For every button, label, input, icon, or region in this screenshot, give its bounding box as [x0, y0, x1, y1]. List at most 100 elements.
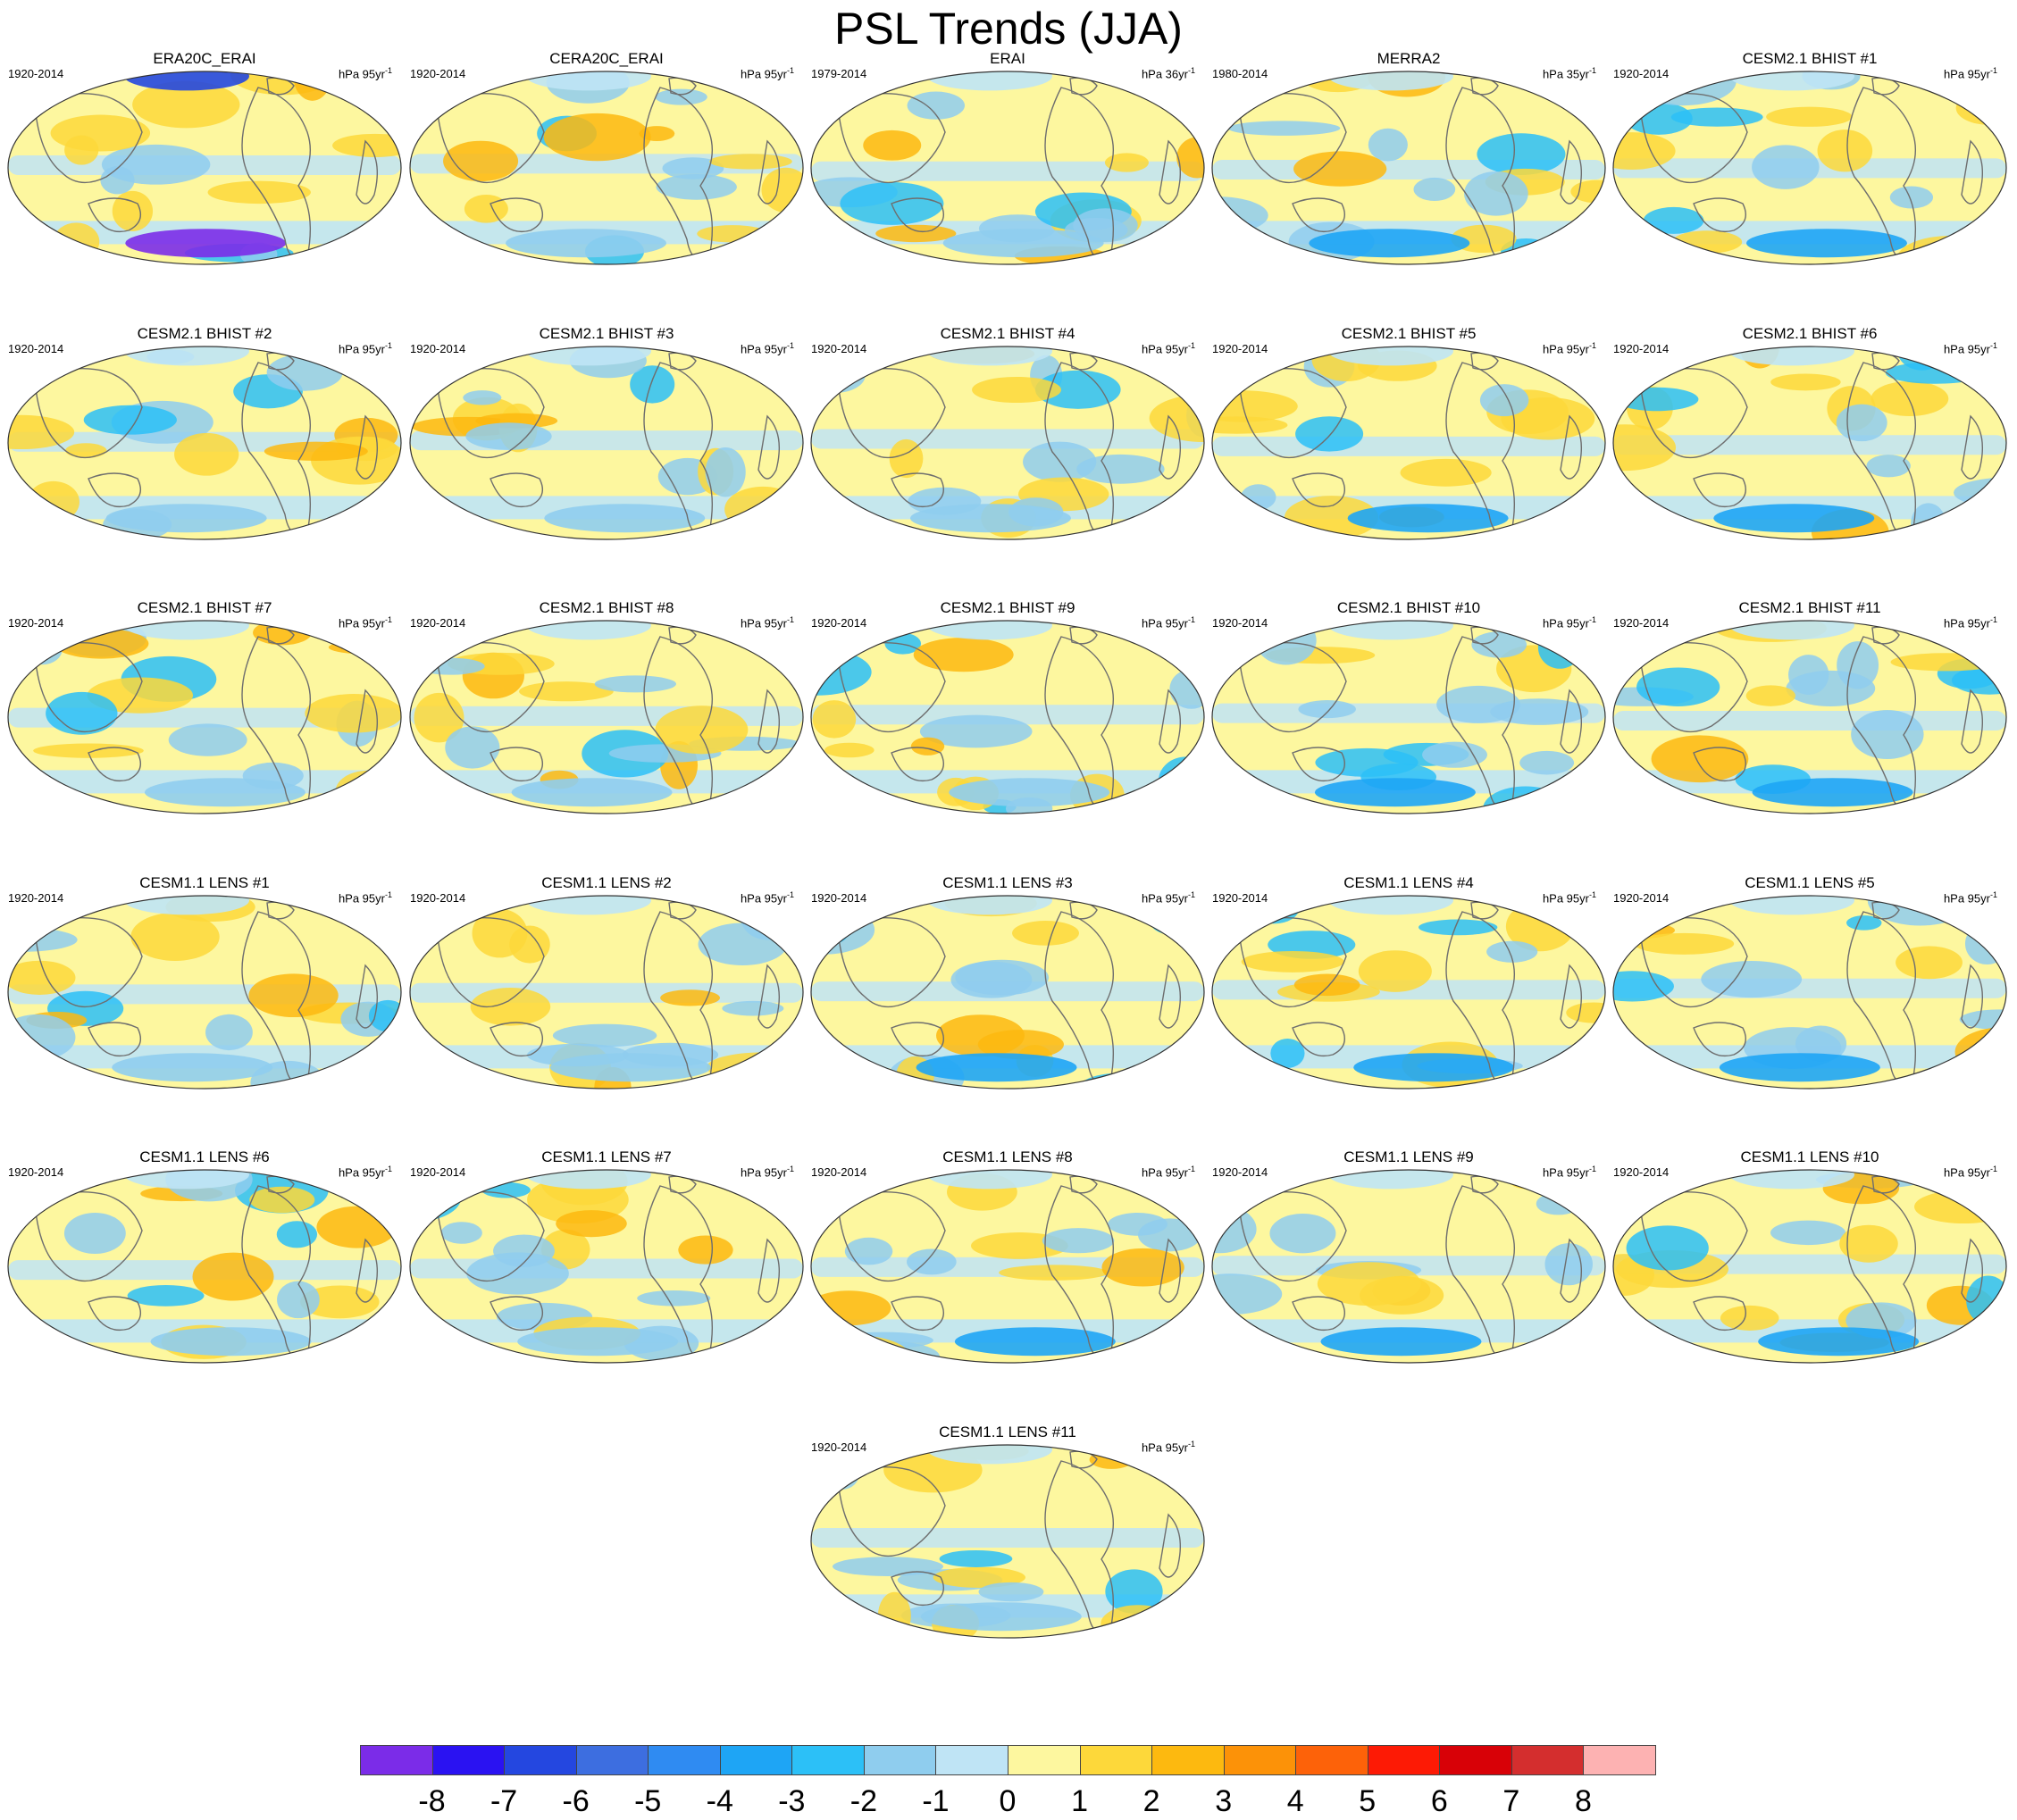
colorbar-box	[431, 1745, 506, 1775]
panel-title: CESM1.1 LENS #5	[1745, 874, 1875, 891]
colorbar-box	[1583, 1745, 1656, 1775]
colorbar-box	[1439, 1745, 1512, 1775]
panel-units: hPa 95yr-1	[1542, 1165, 1596, 1180]
panel-title: CESM2.1 BHIST #7	[137, 599, 272, 616]
colorbar-label: -2	[849, 1784, 877, 1818]
panel-period: 1920-2014	[8, 1165, 64, 1179]
panel-title: CESM1.1 LENS #4	[1343, 874, 1474, 891]
map-panel	[1211, 71, 1606, 265]
colorbar-box	[575, 1745, 649, 1775]
panel-period: 1980-2014	[1212, 67, 1268, 80]
panel-title: CESM2.1 BHIST #2	[137, 325, 272, 342]
map-panel	[1211, 1169, 1606, 1364]
colorbar-box	[935, 1745, 1008, 1775]
panel-title: CESM1.1 LENS #3	[942, 874, 1073, 891]
panel-period: 1920-2014	[410, 342, 466, 355]
colorbar-box	[648, 1745, 721, 1775]
colorbar-box	[1367, 1745, 1441, 1775]
panel-title: CESM2.1 BHIST #3	[539, 325, 674, 342]
map-panel	[810, 895, 1205, 1089]
panel-period: 1920-2014	[8, 342, 64, 355]
colorbar-box	[863, 1745, 937, 1775]
panel-units: hPa 95yr-1	[1141, 1165, 1195, 1180]
colorbar-label: -6	[562, 1784, 590, 1818]
panel-period: 1920-2014	[811, 1165, 867, 1179]
panel-units: hPa 95yr-1	[1542, 615, 1596, 630]
panel-period: 1920-2014	[410, 616, 466, 630]
panel-period: 1920-2014	[8, 67, 64, 80]
panel-units: hPa 95yr-1	[338, 1165, 392, 1180]
panel-period: 1920-2014	[410, 67, 466, 80]
colorbar-label: 6	[1430, 1784, 1448, 1818]
panel-units: hPa 95yr-1	[740, 615, 794, 630]
panel-title: CESM1.1 LENS #6	[139, 1148, 270, 1165]
panel-title: CESM1.1 LENS #1	[139, 874, 270, 891]
map-panel	[1612, 346, 2007, 540]
map-panel	[1612, 895, 2007, 1089]
colorbar-label: 8	[1574, 1784, 1592, 1818]
panel-title: MERRA2	[1377, 50, 1441, 67]
panel-period: 1920-2014	[1613, 67, 1670, 80]
colorbar-label: -4	[706, 1784, 733, 1818]
panel-period: 1920-2014	[1212, 1165, 1268, 1179]
panel-units: hPa 36yr-1	[1141, 66, 1195, 81]
map-panel	[7, 620, 402, 814]
map-panel	[7, 346, 402, 540]
panel-period: 1920-2014	[1613, 891, 1670, 905]
panel-title: CESM2.1 BHIST #11	[1738, 599, 1881, 616]
panel-title: CESM1.1 LENS #9	[1343, 1148, 1474, 1165]
map-panel	[1211, 346, 1606, 540]
map-panel	[409, 620, 804, 814]
map-panel	[7, 895, 402, 1089]
map-panel	[810, 71, 1205, 265]
map-panel	[7, 1169, 402, 1364]
panel-period: 1920-2014	[8, 616, 64, 630]
colorbar-label: -5	[634, 1784, 662, 1818]
panel-units: hPa 95yr-1	[338, 615, 392, 630]
panel-units: hPa 95yr-1	[1943, 1165, 1997, 1180]
panel-units: hPa 95yr-1	[1943, 341, 1997, 356]
panel-units: hPa 95yr-1	[1542, 341, 1596, 356]
colorbar-label: 7	[1502, 1784, 1520, 1818]
colorbar-label: -7	[490, 1784, 518, 1818]
panel-period: 1920-2014	[1613, 616, 1670, 630]
panel-title: CESM2.1 BHIST #9	[940, 599, 1075, 616]
panel-title: CESM1.1 LENS #2	[541, 874, 672, 891]
map-panel	[1612, 1169, 2007, 1364]
map-panel	[1211, 895, 1606, 1089]
panel-units: hPa 95yr-1	[1141, 1440, 1195, 1455]
panel-title: CESM2.1 BHIST #4	[940, 325, 1075, 342]
colorbar-box	[360, 1745, 433, 1775]
colorbar-box	[504, 1745, 577, 1775]
panel-period: 1920-2014	[811, 1440, 867, 1454]
map-panel	[810, 1169, 1205, 1364]
colorbar-box	[791, 1745, 865, 1775]
panel-title: CESM2.1 BHIST #1	[1742, 50, 1878, 67]
map-panel	[409, 895, 804, 1089]
panel-period: 1920-2014	[1212, 342, 1268, 355]
panel-units: hPa 95yr-1	[1141, 615, 1195, 630]
panel-units: hPa 95yr-1	[338, 66, 392, 81]
panel-period: 1920-2014	[1613, 1165, 1670, 1179]
colorbar-label: -3	[778, 1784, 806, 1818]
colorbar-box	[1511, 1745, 1585, 1775]
panel-period: 1920-2014	[410, 891, 466, 905]
panel-title: CESM2.1 BHIST #6	[1742, 325, 1878, 342]
panel-title: CESM2.1 BHIST #8	[539, 599, 674, 616]
map-panel	[7, 71, 402, 265]
map-panel	[1612, 71, 2007, 265]
panel-title: ERAI	[990, 50, 1025, 67]
panel-units: hPa 95yr-1	[740, 341, 794, 356]
panel-units: hPa 95yr-1	[1542, 890, 1596, 906]
panel-title: ERA20C_ERAI	[153, 50, 256, 67]
colorbar-label: 1	[1071, 1784, 1088, 1818]
panel-period: 1920-2014	[811, 342, 867, 355]
colorbar-label: -1	[922, 1784, 950, 1818]
panel-title: CESM1.1 LENS #11	[939, 1423, 1076, 1440]
panel-period: 1979-2014	[811, 67, 867, 80]
panel-period: 1920-2014	[1212, 891, 1268, 905]
colorbar	[360, 1745, 1656, 1777]
panel-units: hPa 95yr-1	[740, 890, 794, 906]
map-panel	[810, 346, 1205, 540]
panel-title: CESM1.1 LENS #7	[541, 1148, 672, 1165]
